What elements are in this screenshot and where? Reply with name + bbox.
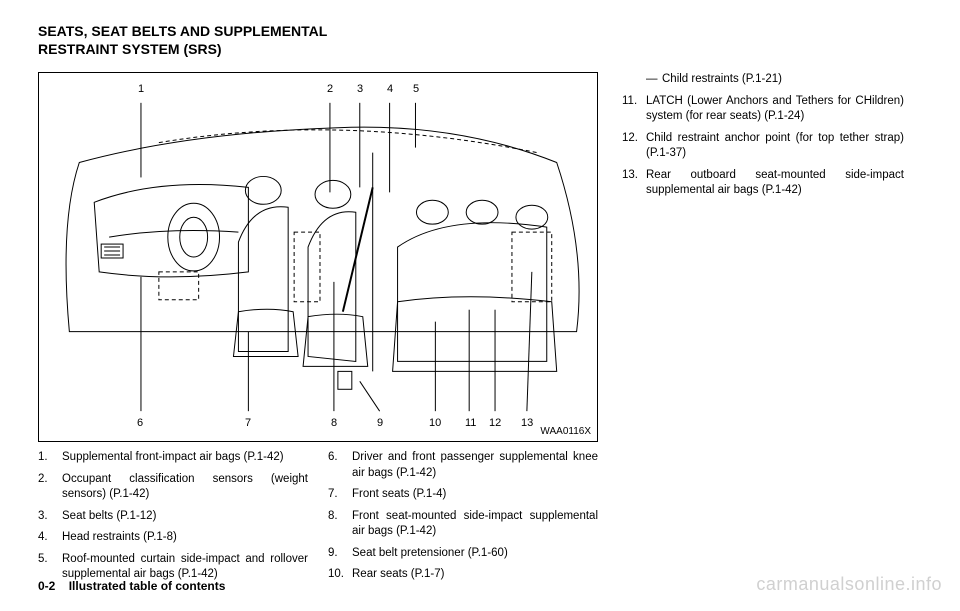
list-item: 2.Occupant classification sensors (weigh… xyxy=(38,472,308,503)
list-num: 13. xyxy=(622,168,646,199)
list-text: Seat belt pretensioner (P.1-60) xyxy=(352,546,508,562)
list-text: Driver and front passenger supplemental … xyxy=(352,450,598,481)
right-column: — Child restraints (P.1-21) 11.LATCH (Lo… xyxy=(622,72,904,589)
list-num: 11. xyxy=(622,94,646,125)
list-num: 4. xyxy=(38,530,62,546)
main-columns: 1 2 3 4 5 6 7 8 9 10 11 12 13 WAA0116X 1… xyxy=(38,72,922,589)
section-title: SEATS, SEAT BELTS AND SUPPLEMENTAL RESTR… xyxy=(38,22,922,58)
sub-text: Child restraints (P.1-21) xyxy=(662,72,782,88)
list-num: 9. xyxy=(328,546,352,562)
callout-bottom-7: 7 xyxy=(245,417,251,429)
list-num: 1. xyxy=(38,450,62,466)
list-text: Front seat-mounted side-impact supplemen… xyxy=(352,509,598,540)
callout-top-1: 1 xyxy=(138,83,144,95)
list-text: Occupant classification sensors (weight … xyxy=(62,472,308,503)
list-item: 10.Rear seats (P.1-7) xyxy=(328,567,598,583)
callout-bottom-9: 9 xyxy=(377,417,383,429)
list-text: Rear outboard seat-mounted side-impact s… xyxy=(646,168,904,199)
page-footer: 0-2 Illustrated table of contents xyxy=(38,579,225,593)
callout-top-3: 3 xyxy=(357,83,363,95)
title-line-2: RESTRAINT SYSTEM (SRS) xyxy=(38,40,922,58)
list-num: 6. xyxy=(328,450,352,481)
left-block: 1 2 3 4 5 6 7 8 9 10 11 12 13 WAA0116X 1… xyxy=(38,72,598,589)
list-item: 6.Driver and front passenger supplementa… xyxy=(328,450,598,481)
list-column-3: 11.LATCH (Lower Anchors and Tethers for … xyxy=(622,94,904,199)
interior-diagram-svg xyxy=(39,73,597,441)
watermark: carmanualsonline.info xyxy=(756,574,942,595)
list-text: Child restraint anchor point (for top te… xyxy=(646,131,904,162)
callout-bottom-6: 6 xyxy=(137,417,143,429)
callout-top-4: 4 xyxy=(387,83,393,95)
list-item: 7.Front seats (P.1-4) xyxy=(328,487,598,503)
list-num: 10. xyxy=(328,567,352,583)
list-item: 12.Child restraint anchor point (for top… xyxy=(622,131,904,162)
list-text: LATCH (Lower Anchors and Tethers for CHi… xyxy=(646,94,904,125)
list-num: 8. xyxy=(328,509,352,540)
list-text: Rear seats (P.1-7) xyxy=(352,567,444,583)
list-text: Seat belts (P.1-12) xyxy=(62,509,156,525)
list-item: 8.Front seat-mounted side-impact supplem… xyxy=(328,509,598,540)
footer-title: Illustrated table of contents xyxy=(69,579,226,593)
list-item: 13.Rear outboard seat-mounted side-impac… xyxy=(622,168,904,199)
sub-list-item: — Child restraints (P.1-21) xyxy=(622,72,904,88)
list-text: Head restraints (P.1-8) xyxy=(62,530,177,546)
list-item: 11.LATCH (Lower Anchors and Tethers for … xyxy=(622,94,904,125)
list-column-2: 6.Driver and front passenger supplementa… xyxy=(328,450,598,589)
diagram-box: 1 2 3 4 5 6 7 8 9 10 11 12 13 WAA0116X xyxy=(38,72,598,442)
callout-bottom-11: 11 xyxy=(465,417,476,429)
callout-bottom-13: 13 xyxy=(521,417,533,429)
list-item: 9.Seat belt pretensioner (P.1-60) xyxy=(328,546,598,562)
list-num: 3. xyxy=(38,509,62,525)
list-num: 12. xyxy=(622,131,646,162)
callout-bottom-12: 12 xyxy=(489,417,501,429)
list-item: 4.Head restraints (P.1-8) xyxy=(38,530,308,546)
callout-bottom-10: 10 xyxy=(429,417,441,429)
callout-bottom-8: 8 xyxy=(331,417,337,429)
list-column-1: 1.Supplemental front-impact air bags (P.… xyxy=(38,450,308,589)
callout-top-2: 2 xyxy=(327,83,333,95)
diagram-image-id: WAA0116X xyxy=(540,426,591,437)
list-item: 1.Supplemental front-impact air bags (P.… xyxy=(38,450,308,466)
list-item: 3.Seat belts (P.1-12) xyxy=(38,509,308,525)
sub-dash: — xyxy=(646,72,662,88)
list-text: Supplemental front-impact air bags (P.1-… xyxy=(62,450,284,466)
list-num: 7. xyxy=(328,487,352,503)
list-num: 2. xyxy=(38,472,62,503)
list-text: Front seats (P.1-4) xyxy=(352,487,446,503)
below-diagram-columns: 1.Supplemental front-impact air bags (P.… xyxy=(38,450,598,589)
title-line-1: SEATS, SEAT BELTS AND SUPPLEMENTAL xyxy=(38,22,922,40)
callout-top-5: 5 xyxy=(413,83,419,95)
page-number: 0-2 xyxy=(38,579,55,593)
